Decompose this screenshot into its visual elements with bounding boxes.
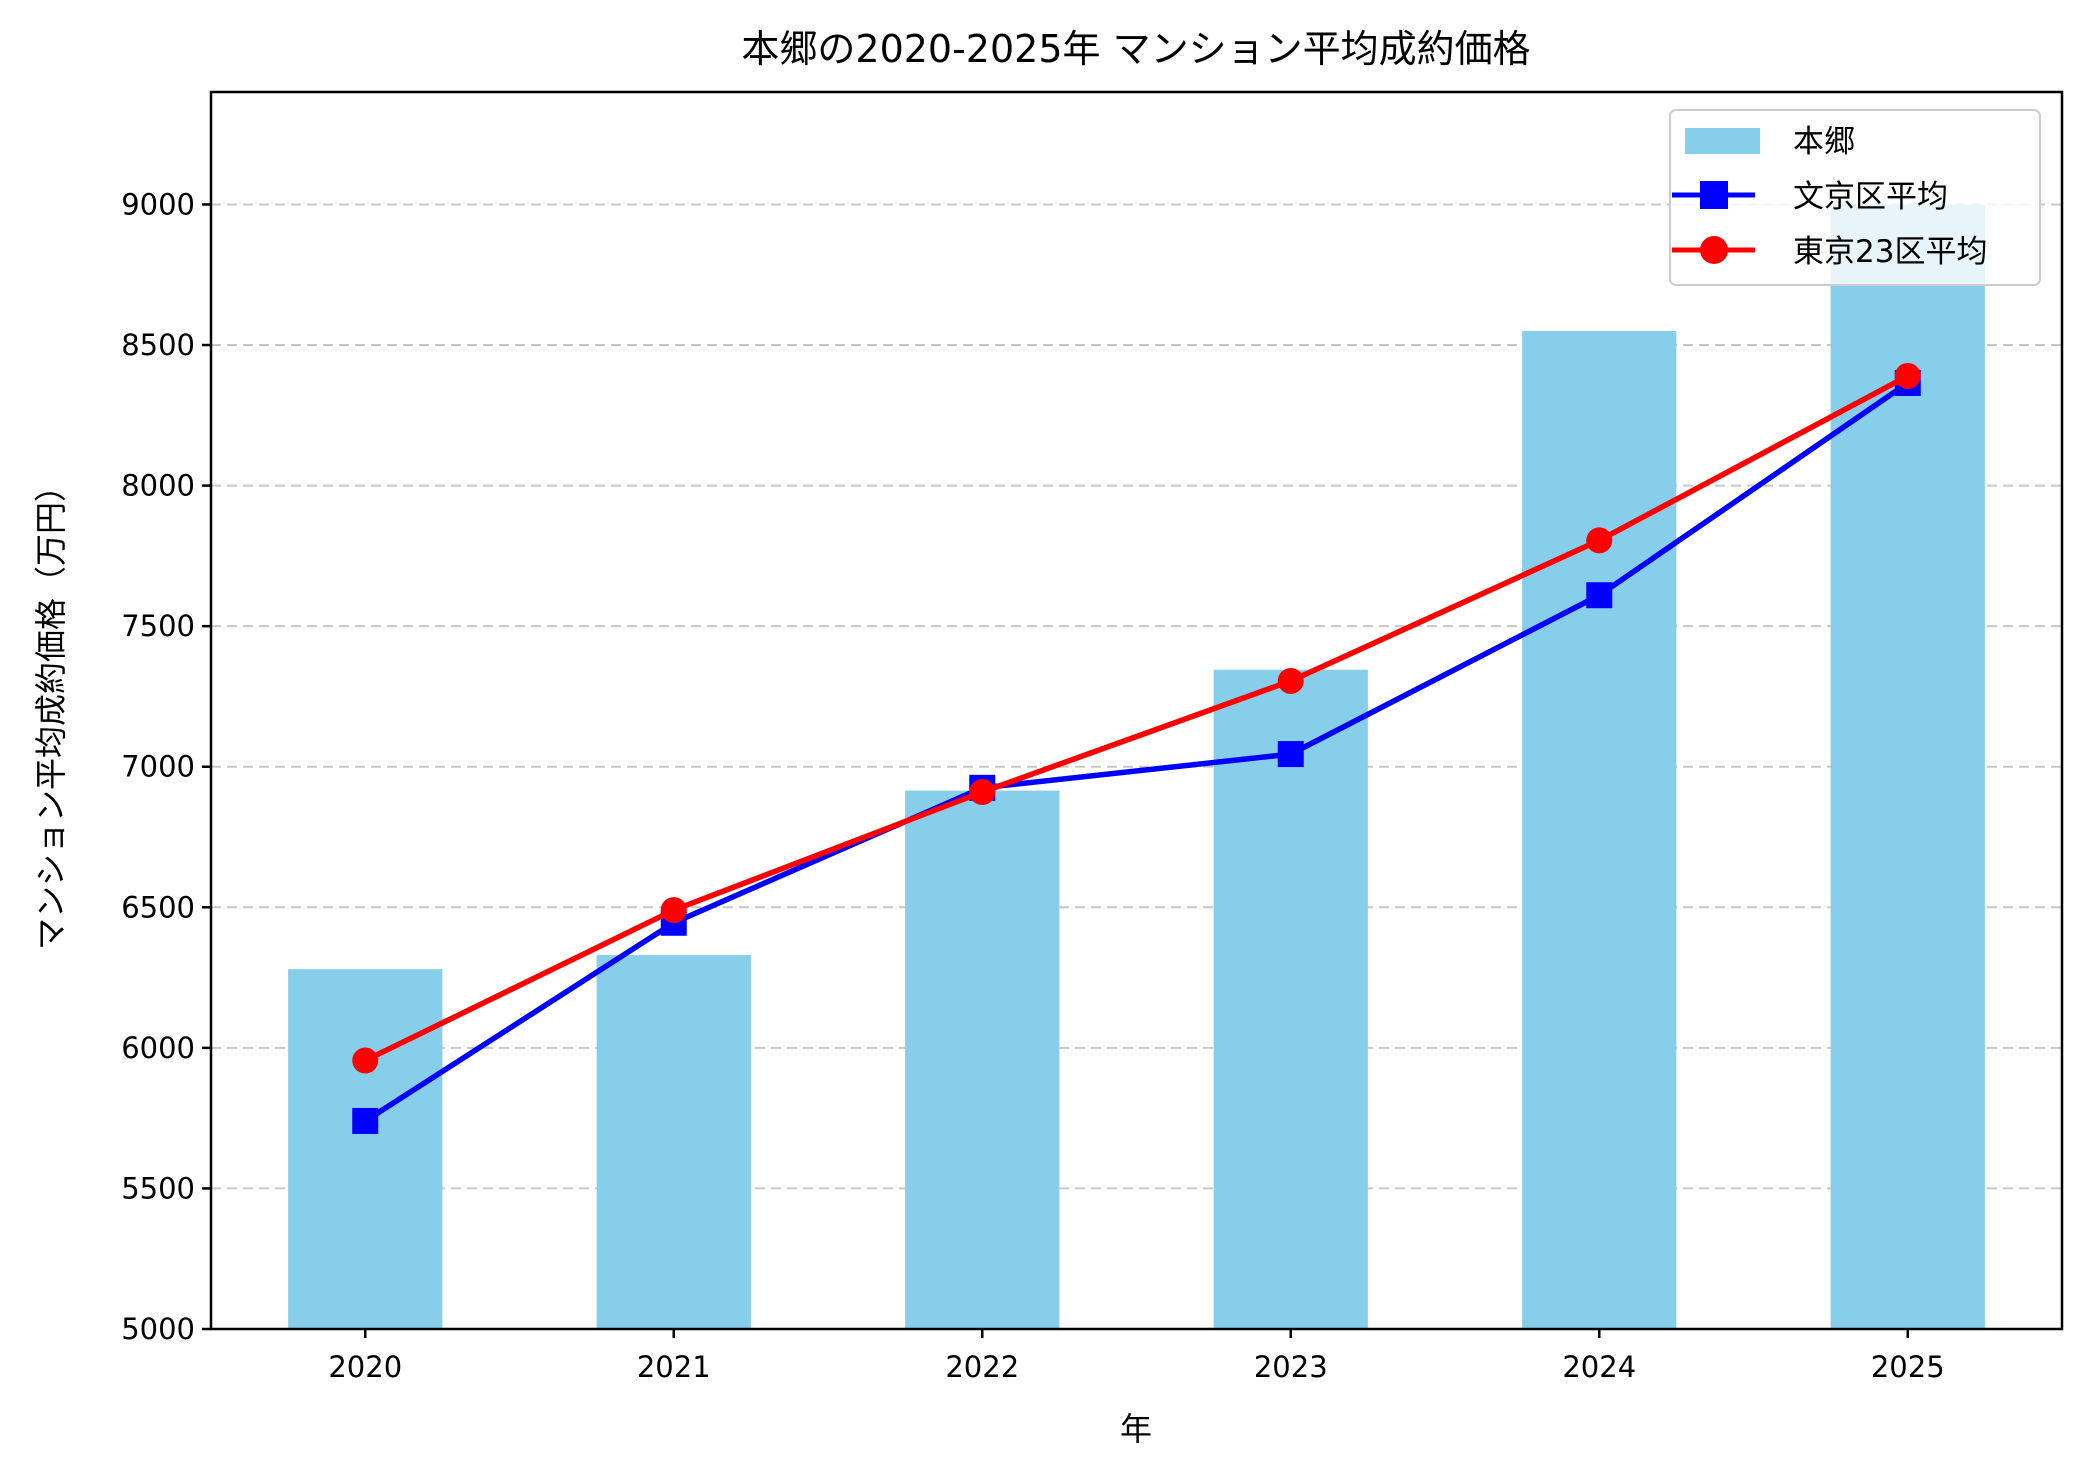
y-tick-label: 5000 [121, 1312, 195, 1346]
y-tick-label: 8500 [121, 328, 195, 362]
x-tick-label: 2022 [945, 1350, 1019, 1384]
x-ticks: 2020 2021 2022 2023 2024 2025 [328, 1329, 1945, 1384]
marker-circle-2023 [1277, 667, 1304, 694]
y-tick-label: 9000 [121, 187, 195, 221]
legend: 本郷 文京区平均 東京23区平均 [1669, 109, 2041, 286]
y-axis-label: マンション平均成約価格（万円） [32, 470, 70, 950]
x-tick-label: 2025 [1871, 1350, 1945, 1384]
legend-label-bunkyo: 文京区平均 [1793, 179, 1948, 215]
x-tick-label: 2020 [328, 1350, 402, 1384]
legend-label-hongo: 本郷 [1793, 124, 1855, 160]
marker-circle-2020 [352, 1047, 379, 1074]
bar-2023 [1213, 669, 1368, 1329]
x-tick-label: 2021 [637, 1350, 711, 1384]
marker-circle-2025 [1894, 362, 1921, 389]
marker-circle-2021 [660, 897, 687, 924]
y-tick-label: 7500 [121, 609, 195, 643]
bars [288, 204, 1985, 1329]
y-tick-label: 5500 [121, 1171, 195, 1205]
y-tick-label: 8000 [121, 469, 195, 503]
marker-square-2023 [1277, 741, 1304, 768]
series-line-1 [363, 380, 1910, 1124]
legend-label-tokyo23: 東京23区平均 [1793, 234, 1987, 270]
y-tick-label: 6000 [121, 1031, 195, 1065]
bar-2021 [596, 955, 751, 1329]
bar-2020 [288, 969, 443, 1329]
lines [352, 362, 1921, 1134]
y-ticks: 5000 5500 6000 6500 7000 7500 8000 8500 9000 [121, 187, 211, 1346]
x-tick-label: 2024 [1562, 1350, 1636, 1384]
marker-square-2020 [352, 1107, 379, 1134]
legend-marker-bunkyo [1700, 181, 1728, 209]
marker-circle-2024 [1586, 527, 1613, 554]
plot-frame [209, 90, 2064, 1331]
legend-frame [1669, 109, 2041, 286]
bar-2022 [905, 790, 1060, 1329]
marker-circle-2022 [969, 779, 996, 806]
series-line-2 [364, 373, 1910, 1063]
x-axis-label: 年 [1120, 1410, 1152, 1448]
chart-title: 本郷の2020-2025年 マンション平均成約価格 [741, 27, 1530, 71]
bar-2024 [1522, 330, 1677, 1329]
marker-square-2024 [1586, 582, 1613, 609]
legend-swatch-hongo [1685, 128, 1760, 154]
legend-marker-tokyo23 [1700, 236, 1728, 264]
y-tick-label: 7000 [121, 750, 195, 784]
y-tick-label: 6500 [121, 890, 195, 924]
x-tick-label: 2023 [1254, 1350, 1328, 1384]
